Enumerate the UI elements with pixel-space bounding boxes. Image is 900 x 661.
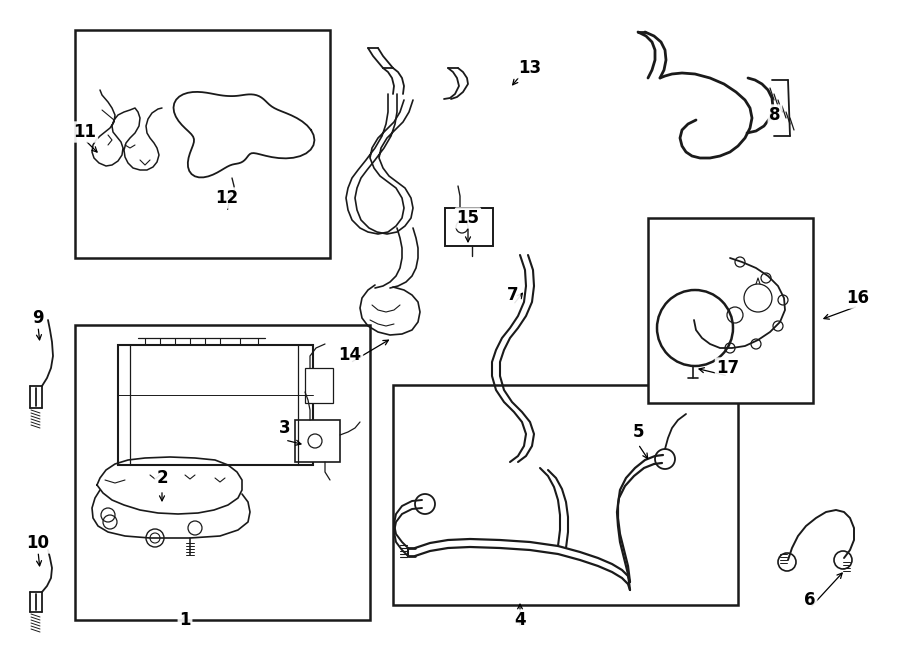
Text: 12: 12 [215,189,238,207]
Text: 2: 2 [157,469,167,487]
Text: 5: 5 [632,423,644,441]
Text: 11: 11 [74,123,96,141]
Text: 10: 10 [26,534,50,552]
Text: 8: 8 [770,106,781,124]
Bar [118,345,313,465]
Bar [393,385,738,605]
Bar [75,325,370,620]
Text: 6: 6 [805,591,815,609]
Text: 4: 4 [514,611,526,629]
Text: 13: 13 [518,59,542,77]
Text: 1: 1 [179,611,191,629]
Text: 16: 16 [847,289,869,307]
Text: 14: 14 [338,346,362,364]
Bar [75,30,330,258]
Text: 7: 7 [508,286,518,304]
Text: 15: 15 [456,209,480,227]
Bar [305,368,333,403]
Text: 3: 3 [279,419,291,437]
Bar [648,218,813,403]
Bar [295,420,340,462]
Text: 17: 17 [716,359,740,377]
Bar [445,208,493,246]
Text: 9: 9 [32,309,44,327]
